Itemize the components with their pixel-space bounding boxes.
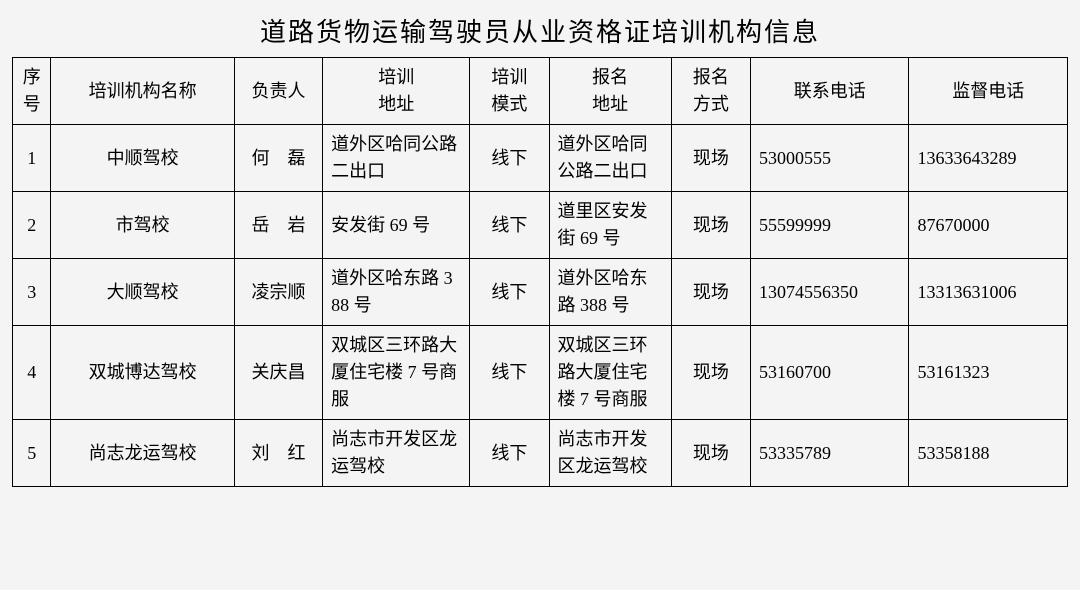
cell-name: 中顺驾校: [51, 125, 234, 192]
cell-seq: 5: [13, 420, 51, 487]
col-header-taddr-line2: 地址: [378, 94, 414, 114]
col-header-register-mode: 报名 方式: [671, 58, 750, 125]
table-row: 4双城博达驾校关庆昌双城区三环路大厦住宅楼 7 号商服线下双城区三环路大厦住宅楼…: [13, 326, 1068, 420]
cell-register-mode: 现场: [671, 192, 750, 259]
col-header-supervision: 监督电话: [909, 58, 1068, 125]
cell-seq: 4: [13, 326, 51, 420]
cell-register-address: 道里区安发街 69 号: [549, 192, 671, 259]
cell-seq: 3: [13, 259, 51, 326]
col-header-raddr-line2: 地址: [592, 94, 628, 114]
table-body: 1中顺驾校何 磊道外区哈同公路二出口线下道外区哈同公路二出口现场53000555…: [13, 125, 1068, 487]
cell-supervision: 53161323: [909, 326, 1068, 420]
cell-supervision: 13313631006: [909, 259, 1068, 326]
cell-register-mode: 现场: [671, 259, 750, 326]
cell-training-mode: 线下: [470, 192, 549, 259]
col-header-person: 负责人: [234, 58, 322, 125]
table-row: 5尚志龙运驾校刘 红尚志市开发区龙运驾校线下尚志市开发区龙运驾校现场533357…: [13, 420, 1068, 487]
cell-name: 市驾校: [51, 192, 234, 259]
col-header-register-address: 报名 地址: [549, 58, 671, 125]
cell-register-address: 双城区三环路大厦住宅楼 7 号商服: [549, 326, 671, 420]
cell-training-mode: 线下: [470, 125, 549, 192]
col-header-rmode-line1: 报名: [693, 67, 729, 87]
cell-phone: 53335789: [751, 420, 909, 487]
cell-training-address: 安发街 69 号: [323, 192, 470, 259]
col-header-raddr-line1: 报名: [592, 67, 628, 87]
table-row: 3大顺驾校凌宗顺道外区哈东路 388 号线下道外区哈东路 388 号现场1307…: [13, 259, 1068, 326]
cell-training-address: 双城区三环路大厦住宅楼 7 号商服: [323, 326, 470, 420]
training-institution-table: 序号 培训机构名称 负责人 培训 地址 培训 模式 报名 地址 报名 方式 联系…: [12, 57, 1068, 487]
col-header-phone: 联系电话: [751, 58, 909, 125]
cell-register-mode: 现场: [671, 326, 750, 420]
cell-name: 双城博达驾校: [51, 326, 234, 420]
cell-supervision: 87670000: [909, 192, 1068, 259]
cell-name: 大顺驾校: [51, 259, 234, 326]
col-header-tmode-line1: 培训: [491, 67, 527, 87]
cell-phone: 13074556350: [751, 259, 909, 326]
cell-name: 尚志龙运驾校: [51, 420, 234, 487]
cell-register-mode: 现场: [671, 420, 750, 487]
col-header-tmode-line2: 模式: [491, 94, 527, 114]
cell-person: 岳 岩: [234, 192, 322, 259]
cell-training-address: 道外区哈同公路二出口: [323, 125, 470, 192]
cell-training-mode: 线下: [470, 326, 549, 420]
cell-register-address: 尚志市开发区龙运驾校: [549, 420, 671, 487]
cell-training-address: 道外区哈东路 388 号: [323, 259, 470, 326]
cell-person: 何 磊: [234, 125, 322, 192]
cell-seq: 1: [13, 125, 51, 192]
cell-seq: 2: [13, 192, 51, 259]
cell-supervision: 53358188: [909, 420, 1068, 487]
cell-register-address: 道外区哈东路 388 号: [549, 259, 671, 326]
col-header-training-mode: 培训 模式: [470, 58, 549, 125]
cell-register-mode: 现场: [671, 125, 750, 192]
cell-training-address: 尚志市开发区龙运驾校: [323, 420, 470, 487]
col-header-seq: 序号: [13, 58, 51, 125]
cell-training-mode: 线下: [470, 259, 549, 326]
table-header-row: 序号 培训机构名称 负责人 培训 地址 培训 模式 报名 地址 报名 方式 联系…: [13, 58, 1068, 125]
cell-person: 刘 红: [234, 420, 322, 487]
page-title: 道路货物运输驾驶员从业资格证培训机构信息: [12, 8, 1068, 57]
cell-supervision: 13633643289: [909, 125, 1068, 192]
cell-register-address: 道外区哈同公路二出口: [549, 125, 671, 192]
col-header-taddr-line1: 培训: [378, 67, 414, 87]
cell-training-mode: 线下: [470, 420, 549, 487]
table-row: 1中顺驾校何 磊道外区哈同公路二出口线下道外区哈同公路二出口现场53000555…: [13, 125, 1068, 192]
cell-person: 关庆昌: [234, 326, 322, 420]
cell-phone: 53000555: [751, 125, 909, 192]
cell-phone: 53160700: [751, 326, 909, 420]
cell-phone: 55599999: [751, 192, 909, 259]
col-header-training-address: 培训 地址: [323, 58, 470, 125]
cell-person: 凌宗顺: [234, 259, 322, 326]
col-header-rmode-line2: 方式: [693, 94, 729, 114]
col-header-name: 培训机构名称: [51, 58, 234, 125]
table-row: 2市驾校岳 岩安发街 69 号线下道里区安发街 69 号现场5559999987…: [13, 192, 1068, 259]
